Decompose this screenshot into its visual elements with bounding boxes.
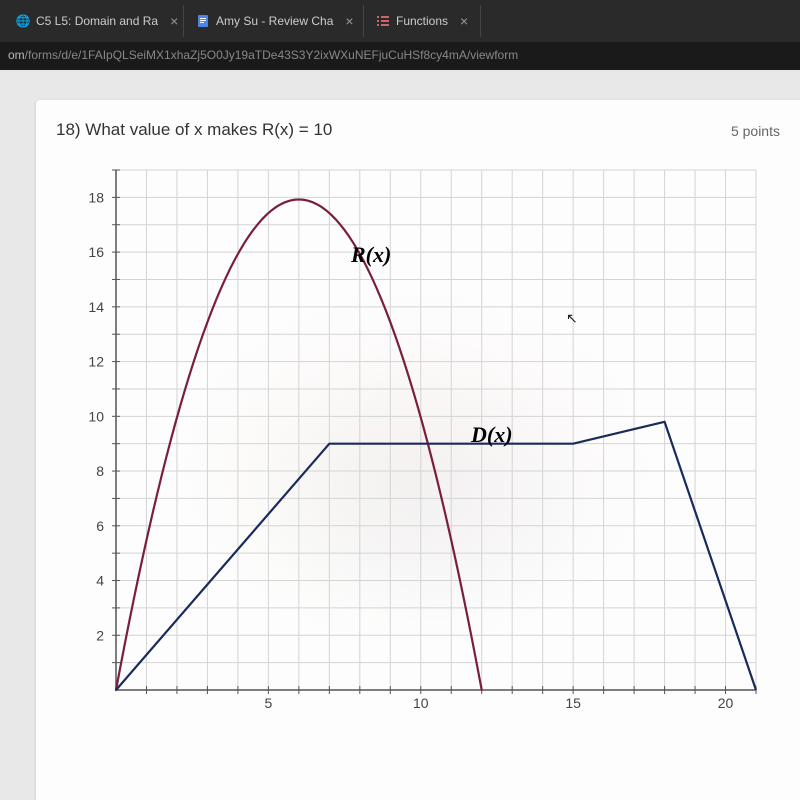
browser-tab[interactable]: Amy Su - Review Cha × [184, 5, 364, 37]
browser-tab-strip: 🌐 C5 L5: Domain and Ra × Amy Su - Review… [0, 0, 800, 42]
series-label-R: R(x) [351, 242, 391, 268]
browser-tab[interactable]: 🌐 C5 L5: Domain and Ra × [4, 5, 184, 37]
svg-text:5: 5 [264, 695, 272, 711]
svg-text:14: 14 [88, 299, 104, 315]
points-label: 5 points [731, 123, 780, 139]
close-icon[interactable]: × [460, 13, 468, 29]
form-background: 18) What value of x makes R(x) = 10 5 po… [0, 70, 800, 800]
question-text: 18) What value of x makes R(x) = 10 [56, 120, 332, 140]
list-icon [376, 14, 390, 28]
tab-title: Functions [396, 14, 448, 28]
close-icon[interactable]: × [170, 13, 178, 29]
svg-text:10: 10 [413, 695, 429, 711]
svg-text:16: 16 [88, 244, 104, 260]
chart-svg: 5 10 15 20 2 4 6 8 10 12 14 16 18 [56, 160, 776, 720]
svg-text:6: 6 [96, 518, 104, 534]
browser-tab[interactable]: Functions × [364, 5, 481, 37]
svg-text:18: 18 [88, 189, 104, 205]
tab-title: C5 L5: Domain and Ra [36, 14, 158, 28]
url-domain: om [8, 48, 25, 62]
svg-text:2: 2 [96, 627, 104, 643]
series-label-D: D(x) [471, 422, 513, 448]
url-bar[interactable]: om/forms/d/e/1FAIpQLSeiMX1xhaZj5O0Jy19aT… [0, 42, 800, 70]
mouse-cursor-icon: ↖ [566, 310, 578, 327]
svg-text:20: 20 [718, 695, 734, 711]
svg-text:10: 10 [88, 408, 104, 424]
url-path: /forms/d/e/1FAIpQLSeiMX1xhaZj5O0Jy19aTDe… [25, 48, 519, 62]
svg-text:12: 12 [88, 354, 104, 370]
svg-text:4: 4 [96, 573, 104, 589]
chart: 5 10 15 20 2 4 6 8 10 12 14 16 18 R(x) D(x) ↖ [56, 160, 776, 720]
globe-icon: 🌐 [16, 14, 30, 28]
svg-text:8: 8 [96, 463, 104, 479]
close-icon[interactable]: × [345, 13, 353, 29]
doc-icon [196, 14, 210, 28]
question-card: 18) What value of x makes R(x) = 10 5 po… [36, 100, 800, 800]
tab-title: Amy Su - Review Cha [216, 14, 333, 28]
svg-text:15: 15 [565, 695, 581, 711]
